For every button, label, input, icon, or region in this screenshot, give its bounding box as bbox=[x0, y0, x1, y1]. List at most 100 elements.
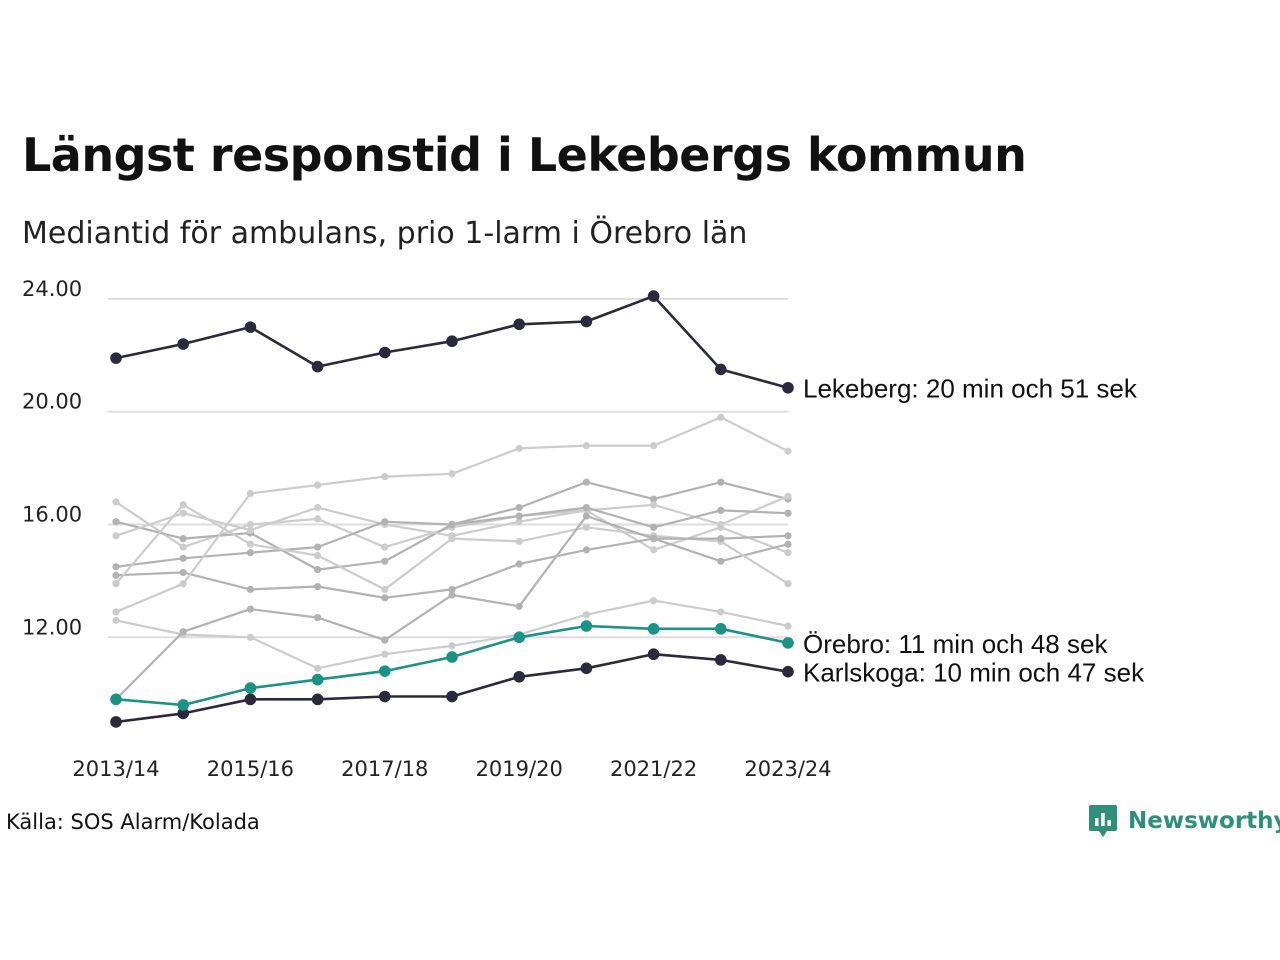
data-point bbox=[784, 549, 792, 557]
series-labels: Lekeberg: 20 min och 51 sek Karlskoga: 10… bbox=[803, 374, 1145, 688]
y-tick-label: 20.00 bbox=[22, 390, 82, 414]
data-point bbox=[314, 664, 322, 672]
series-örebro bbox=[110, 620, 794, 711]
data-point bbox=[246, 540, 254, 548]
data-point bbox=[448, 470, 456, 478]
highlight-series bbox=[110, 290, 794, 728]
data-point bbox=[580, 315, 593, 328]
data-point bbox=[311, 673, 324, 686]
data-point bbox=[515, 518, 523, 526]
brand-name: Newsworthy bbox=[1128, 808, 1280, 834]
data-point bbox=[650, 546, 658, 554]
data-point bbox=[784, 540, 792, 548]
data-point bbox=[381, 472, 389, 481]
data-point bbox=[715, 654, 727, 666]
x-tick-label: 2017/18 bbox=[341, 757, 428, 781]
data-point bbox=[650, 495, 658, 503]
x-tick-label: 2023/24 bbox=[744, 757, 831, 781]
data-point bbox=[448, 520, 456, 529]
data-point bbox=[446, 690, 458, 703]
data-point bbox=[314, 503, 322, 512]
data-point bbox=[311, 360, 324, 373]
data-point bbox=[448, 585, 456, 593]
data-point bbox=[177, 699, 189, 711]
data-point bbox=[110, 352, 122, 364]
data-point bbox=[112, 518, 120, 526]
data-point bbox=[582, 546, 591, 554]
data-point bbox=[446, 651, 458, 663]
context-series-line bbox=[112, 492, 792, 540]
data-point bbox=[110, 693, 122, 706]
data-point bbox=[314, 613, 322, 622]
data-point bbox=[112, 608, 120, 616]
data-point bbox=[448, 591, 456, 599]
data-point bbox=[784, 509, 792, 517]
data-point bbox=[244, 693, 257, 706]
data-point bbox=[314, 582, 322, 591]
data-point bbox=[513, 670, 525, 683]
data-point bbox=[582, 503, 591, 512]
data-point bbox=[448, 535, 456, 543]
data-point bbox=[246, 633, 254, 641]
data-point bbox=[650, 597, 658, 605]
data-point bbox=[515, 512, 523, 520]
y-tick-label: 24.00 bbox=[22, 277, 82, 301]
data-point bbox=[647, 290, 660, 302]
series-line bbox=[115, 514, 789, 701]
gridlines bbox=[108, 297, 788, 639]
data-point bbox=[650, 523, 658, 531]
data-point bbox=[244, 321, 257, 333]
data-point bbox=[179, 535, 187, 543]
data-point bbox=[717, 413, 725, 421]
series-line bbox=[115, 652, 789, 724]
data-point bbox=[112, 580, 120, 588]
data-point bbox=[179, 509, 187, 517]
x-tick-label: 2019/20 bbox=[476, 757, 563, 781]
data-point bbox=[650, 535, 658, 543]
y-tick-label: 16.00 bbox=[22, 503, 82, 527]
data-point bbox=[784, 447, 792, 455]
series-end-label: Lekeberg: 20 min och 51 sek bbox=[803, 374, 1138, 404]
source-note: Källa: SOS Alarm/Kolada bbox=[6, 810, 260, 834]
data-point bbox=[580, 620, 593, 632]
data-point bbox=[784, 580, 792, 588]
x-tick-label: 2013/14 bbox=[72, 757, 159, 781]
data-point bbox=[246, 585, 254, 593]
data-point bbox=[179, 580, 187, 588]
data-point bbox=[513, 318, 525, 331]
data-point bbox=[381, 518, 389, 526]
series-lekeberg bbox=[110, 290, 794, 394]
series-end-label: Örebro: 11 min och 48 sek bbox=[803, 629, 1108, 659]
context-series bbox=[112, 413, 792, 703]
data-point bbox=[381, 585, 389, 593]
data-point bbox=[244, 682, 257, 694]
data-point bbox=[715, 363, 727, 376]
data-point bbox=[112, 498, 120, 506]
context-series-line bbox=[112, 503, 792, 571]
data-point bbox=[246, 549, 254, 557]
data-point bbox=[717, 535, 725, 543]
data-point bbox=[110, 716, 122, 728]
data-point bbox=[112, 563, 120, 571]
data-point bbox=[515, 537, 523, 546]
data-point bbox=[515, 503, 523, 512]
data-point bbox=[446, 335, 458, 348]
data-point bbox=[381, 636, 389, 644]
data-point bbox=[647, 648, 660, 661]
data-point bbox=[647, 623, 660, 635]
data-point bbox=[179, 501, 187, 509]
context-series-line bbox=[112, 413, 792, 616]
data-point bbox=[379, 665, 391, 677]
data-point bbox=[782, 637, 794, 649]
data-point bbox=[314, 566, 322, 574]
data-point bbox=[381, 543, 389, 551]
data-point bbox=[177, 707, 189, 720]
data-point bbox=[314, 543, 322, 551]
data-point bbox=[246, 526, 254, 534]
data-point bbox=[782, 381, 794, 394]
data-point bbox=[515, 444, 523, 452]
data-point bbox=[717, 557, 725, 565]
data-point bbox=[717, 608, 725, 616]
data-point bbox=[246, 489, 254, 498]
